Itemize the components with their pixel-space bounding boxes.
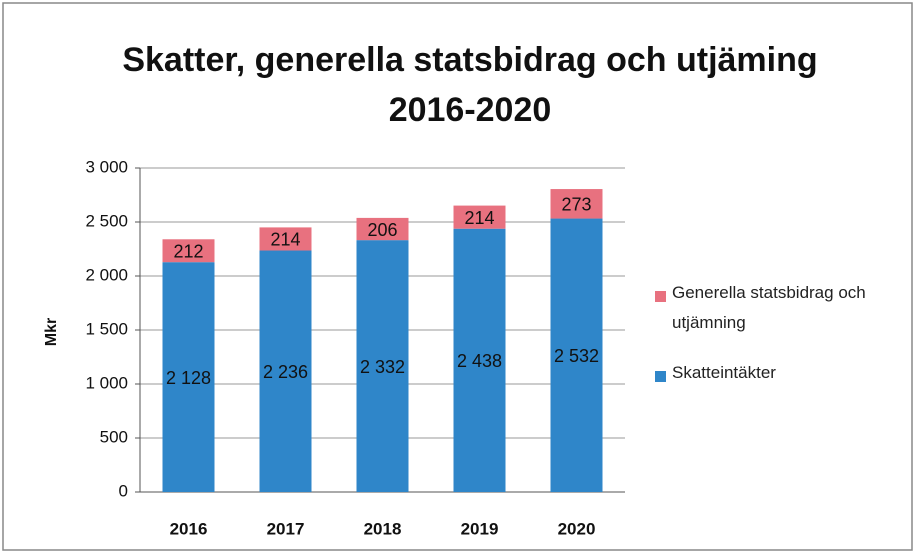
data-label: 2 236 [263,362,308,382]
y-tick-label: 3 000 [85,157,128,176]
bar-segment [356,217,409,241]
y-tick-label: 1 000 [85,373,128,392]
x-tick-label: 2017 [267,519,305,538]
y-tick-label: 1 500 [85,319,128,338]
data-label: 206 [367,220,397,240]
bar-segment [356,240,409,492]
x-tick-label: 2016 [170,519,208,538]
legend-label: Skatteintäkter [672,363,776,382]
legend-entry: Generella statsbidrag och utjämning [655,283,905,338]
data-label: 2 438 [457,351,502,371]
y-tick-label: 500 [100,427,128,446]
data-label: 2 532 [554,346,599,366]
data-label: 214 [464,208,494,228]
x-tick-label: 2019 [461,519,499,538]
legend-label: Generella statsbidrag och utjämning [672,283,866,332]
bar-segment [259,227,312,251]
chart-title: Skatter, generella statsbidrag och utjäm… [122,41,817,79]
bar-segment [453,205,506,229]
data-label: 2 128 [166,368,211,388]
y-tick-label: 2 500 [85,211,128,230]
chart-title: 2016-2020 [389,91,552,129]
data-label: 212 [173,241,203,261]
x-tick-label: 2020 [558,519,596,538]
x-tick-label: 2018 [364,519,402,538]
legend-swatch [655,291,666,302]
data-label: 2 332 [360,357,405,377]
data-label: 214 [270,230,300,250]
bar-segment [162,239,215,263]
y-axis-label: Mkr [43,318,60,346]
bar-segment [453,228,506,493]
legend-entry: Skatteintäkter [655,363,905,388]
y-tick-label: 0 [119,481,128,500]
bar-segment [259,250,312,492]
legend-swatch [655,371,666,382]
bar-segment [162,262,215,492]
bar-segment [550,189,603,219]
bar-segment [550,218,603,492]
y-tick-label: 2 000 [85,265,128,284]
data-label: 273 [561,195,591,215]
